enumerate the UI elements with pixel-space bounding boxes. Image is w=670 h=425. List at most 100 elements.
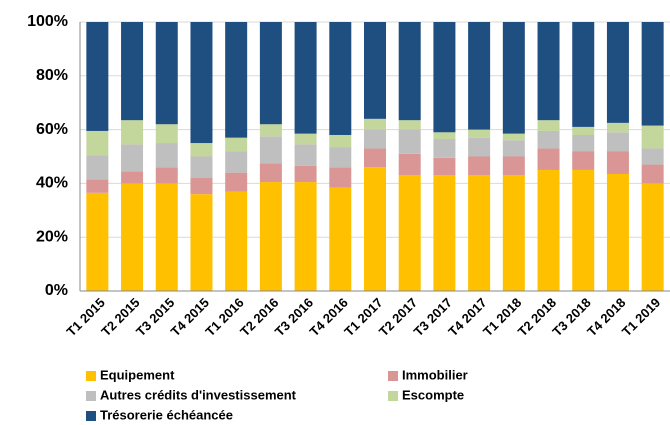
y-tick-label: 80% — [36, 67, 68, 84]
y-tick-label: 60% — [36, 121, 68, 138]
bar-segment — [225, 137, 248, 152]
bar-segment — [294, 22, 317, 134]
bar-segment — [364, 167, 386, 291]
bar-segment — [121, 144, 144, 172]
bar-segment — [606, 173, 629, 291]
bar-segment — [572, 134, 595, 152]
bar-segment — [155, 167, 178, 184]
y-tick-label: 100% — [27, 13, 68, 30]
bar-segment — [259, 22, 282, 125]
bar-segment — [155, 143, 178, 168]
bar-segment — [572, 22, 595, 127]
bar-segment — [294, 165, 317, 183]
bar-segment — [433, 139, 456, 158]
bar-segment — [502, 156, 525, 176]
bar-segment — [537, 169, 560, 291]
bar-segment — [398, 153, 421, 176]
bar-segment — [329, 22, 352, 135]
bar-segment — [155, 22, 178, 125]
bar-segment — [329, 134, 352, 148]
bar-segment — [641, 164, 664, 184]
bar-segment — [259, 163, 282, 183]
bar-segment — [641, 148, 664, 165]
legend-label: Immobilier — [402, 367, 468, 382]
legend-swatch — [86, 371, 96, 381]
bar-segment — [537, 120, 560, 131]
legend-swatch — [388, 391, 398, 401]
bar-segment — [433, 157, 456, 176]
bar-segment — [572, 126, 595, 135]
bar-segment — [86, 130, 109, 156]
bar-segment — [190, 156, 213, 179]
legend-label: Equipement — [100, 367, 175, 382]
bar-segment — [433, 132, 456, 140]
bar-segment — [468, 22, 491, 130]
bar-segment — [329, 167, 352, 188]
bar-segment — [225, 172, 248, 192]
bar-segment — [86, 179, 109, 193]
bar-segment — [86, 22, 109, 131]
bar-segment — [225, 22, 248, 138]
bar-segment — [329, 147, 352, 168]
bar-segment — [294, 144, 317, 166]
x-tick-label: T1 2019 — [619, 295, 663, 339]
bar-segment — [572, 169, 595, 291]
bar-segment — [641, 125, 664, 149]
bar-segment — [259, 136, 282, 164]
bar-segment — [225, 191, 248, 291]
bar-segment — [329, 187, 352, 291]
legend-label: Trésorerie échéancée — [100, 407, 233, 422]
bar-segment — [364, 129, 386, 149]
bar-segment — [537, 148, 560, 170]
bar-segment — [641, 22, 664, 126]
bar-segment — [502, 133, 525, 141]
y-tick-label: 40% — [36, 175, 68, 192]
bar-segment — [364, 118, 386, 130]
bar-segment — [121, 183, 144, 291]
bar-segment — [502, 175, 525, 291]
bar-segment — [259, 182, 282, 291]
bar-segment — [190, 194, 213, 291]
bar-segment — [155, 183, 178, 291]
bar-segment — [502, 22, 525, 134]
bar-segment — [537, 22, 560, 121]
legend-swatch — [86, 391, 96, 401]
bar-segment — [86, 155, 109, 180]
bar-segment — [190, 178, 213, 195]
bar-segment — [433, 175, 456, 291]
bar-segment — [398, 120, 421, 130]
bar-segment — [121, 171, 144, 184]
bar-segment — [294, 182, 317, 291]
bar-segment — [121, 120, 144, 145]
bar-segment — [364, 148, 386, 168]
bar-segment — [398, 129, 421, 154]
bar-segment — [641, 183, 664, 291]
bar-segment — [398, 22, 421, 121]
bar-segment — [606, 22, 629, 123]
bar-segment — [606, 122, 629, 133]
legend-label: Autres crédits d'investissement — [100, 387, 297, 402]
bar-segment — [225, 151, 248, 173]
y-tick-label: 20% — [36, 228, 68, 245]
bar-segment — [294, 133, 317, 145]
bar-segment — [364, 22, 386, 119]
bar-segment — [190, 22, 213, 144]
legend-swatch — [86, 411, 96, 421]
bar-segment — [572, 151, 595, 170]
bar-segment — [468, 175, 491, 291]
bar-segment — [537, 130, 560, 149]
bar-segment — [468, 156, 491, 176]
bar-segment — [259, 124, 282, 137]
legend-swatch — [388, 371, 398, 381]
bar-segment — [86, 192, 109, 291]
bar-segment — [190, 143, 213, 157]
bar-segment — [468, 129, 491, 138]
bar-segment — [606, 151, 629, 174]
bar-segment — [502, 140, 525, 157]
bar-segment — [398, 175, 421, 291]
bar-segment — [468, 137, 491, 157]
bar-segment — [155, 124, 178, 144]
y-tick-label: 0% — [45, 282, 68, 299]
legend-label: Escompte — [402, 387, 464, 402]
